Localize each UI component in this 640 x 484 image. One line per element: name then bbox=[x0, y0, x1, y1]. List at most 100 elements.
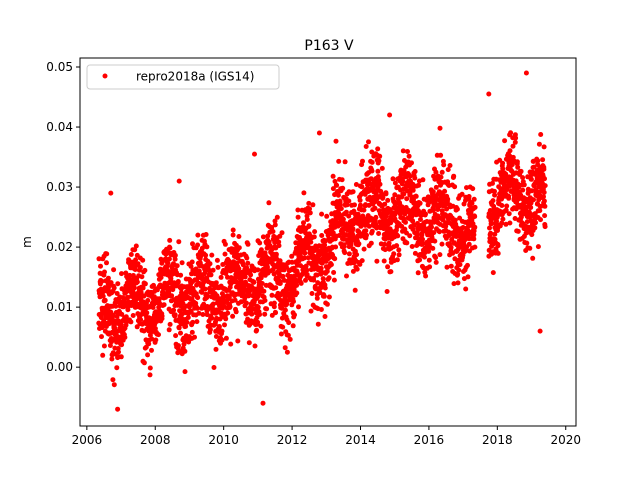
data-point bbox=[298, 280, 304, 286]
data-point bbox=[252, 151, 257, 157]
legend-box bbox=[86, 64, 280, 90]
data-point bbox=[249, 311, 255, 317]
data-point bbox=[410, 187, 416, 193]
data-point bbox=[252, 343, 258, 349]
plot-frame bbox=[79, 57, 577, 427]
data-point bbox=[490, 198, 496, 204]
data-point bbox=[301, 190, 307, 196]
data-point bbox=[504, 203, 510, 209]
data-point bbox=[503, 221, 509, 227]
data-point bbox=[350, 232, 356, 238]
x-tick-label: 2014 bbox=[345, 433, 376, 447]
data-point bbox=[102, 269, 107, 275]
data-point bbox=[172, 256, 178, 262]
data-point bbox=[390, 176, 396, 182]
data-point bbox=[437, 252, 443, 258]
x-tick-label: 2012 bbox=[277, 433, 308, 447]
data-point bbox=[392, 180, 398, 186]
data-point bbox=[207, 327, 213, 333]
data-point bbox=[209, 315, 215, 321]
y-tick-label: 0.03 bbox=[46, 180, 73, 194]
data-point bbox=[419, 212, 424, 218]
data-point bbox=[292, 312, 297, 318]
data-point bbox=[339, 177, 345, 183]
data-point bbox=[394, 257, 400, 263]
data-point bbox=[351, 221, 356, 227]
data-point bbox=[528, 176, 534, 182]
data-point bbox=[322, 314, 328, 319]
data-point bbox=[262, 311, 268, 317]
data-point bbox=[536, 141, 542, 147]
data-point bbox=[402, 211, 408, 217]
data-point bbox=[520, 187, 526, 193]
data-point bbox=[405, 149, 410, 154]
data-point bbox=[170, 287, 176, 293]
data-point bbox=[488, 230, 494, 236]
data-point bbox=[236, 245, 242, 251]
data-point bbox=[336, 233, 342, 238]
data-point bbox=[437, 125, 443, 131]
data-point bbox=[310, 202, 316, 208]
data-point bbox=[356, 241, 362, 247]
data-point bbox=[213, 280, 219, 286]
data-point bbox=[167, 237, 173, 243]
data-point bbox=[456, 267, 462, 273]
data-point bbox=[375, 168, 381, 174]
data-point bbox=[503, 207, 509, 213]
data-point bbox=[447, 163, 453, 168]
x-tick-label: 2020 bbox=[550, 433, 581, 447]
data-point bbox=[455, 271, 461, 277]
data-point bbox=[487, 225, 492, 231]
data-point bbox=[110, 313, 116, 319]
data-point bbox=[471, 232, 477, 238]
data-point bbox=[395, 233, 401, 239]
data-point bbox=[144, 310, 150, 316]
data-point bbox=[419, 240, 425, 246]
data-point bbox=[385, 197, 391, 203]
data-point bbox=[372, 205, 378, 211]
data-point bbox=[123, 314, 129, 320]
data-point bbox=[442, 188, 448, 194]
data-point bbox=[190, 241, 195, 247]
data-point bbox=[260, 234, 266, 240]
data-point bbox=[194, 319, 200, 325]
data-point bbox=[214, 257, 220, 263]
data-point bbox=[130, 273, 136, 278]
data-point bbox=[176, 325, 182, 331]
data-point bbox=[151, 282, 156, 288]
data-point bbox=[427, 264, 433, 270]
data-point bbox=[105, 275, 111, 281]
data-point bbox=[168, 276, 174, 281]
data-point bbox=[332, 178, 338, 184]
y-axis-label: m bbox=[20, 236, 34, 248]
data-point bbox=[209, 252, 215, 258]
data-point bbox=[175, 279, 181, 284]
legend-marker bbox=[102, 73, 108, 79]
data-point bbox=[368, 176, 374, 182]
data-point bbox=[99, 278, 105, 284]
data-point bbox=[330, 173, 336, 179]
data-point bbox=[531, 164, 537, 170]
data-point bbox=[178, 330, 183, 336]
data-point bbox=[315, 321, 321, 327]
data-point bbox=[255, 267, 261, 273]
data-point bbox=[319, 233, 325, 238]
data-point bbox=[290, 323, 296, 329]
data-point bbox=[140, 285, 146, 291]
data-point bbox=[182, 369, 188, 375]
data-point bbox=[183, 323, 189, 329]
data-point bbox=[533, 220, 538, 226]
data-point bbox=[430, 189, 436, 195]
legend-label: repro2018a (IGS14) bbox=[136, 70, 254, 84]
data-point bbox=[530, 255, 536, 261]
data-point bbox=[353, 182, 359, 187]
data-point bbox=[116, 349, 121, 355]
data-point bbox=[514, 159, 520, 165]
data-point bbox=[276, 243, 282, 249]
data-point bbox=[404, 196, 410, 202]
data-point bbox=[439, 169, 445, 175]
data-point bbox=[366, 139, 371, 145]
data-point bbox=[374, 258, 380, 264]
data-point bbox=[399, 204, 405, 210]
data-point bbox=[407, 233, 413, 239]
